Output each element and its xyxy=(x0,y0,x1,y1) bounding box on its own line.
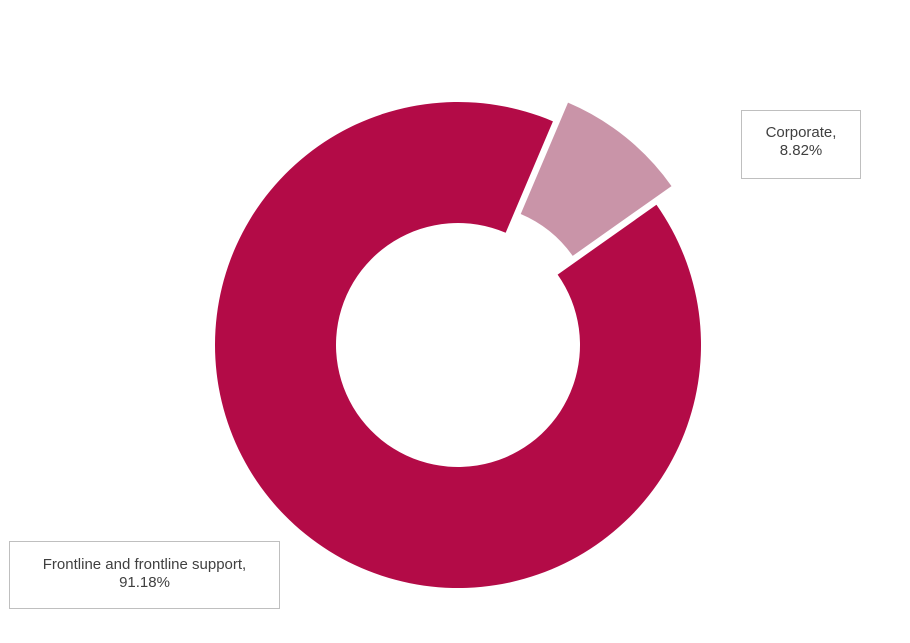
data-label-corporate-name: Corporate, xyxy=(765,124,837,141)
data-label-frontline-value: 91.18% xyxy=(119,574,170,591)
data-label-corporate-value: 8.82% xyxy=(779,142,823,159)
slice-corporate xyxy=(520,102,672,256)
data-label-frontline-name: Frontline and frontline support, xyxy=(42,556,247,573)
slice-frontline-and-frontline-support xyxy=(215,102,701,589)
data-label-frontline: Frontline and frontline support, 91.18% xyxy=(9,541,280,609)
data-label-corporate: Corporate, 8.82% xyxy=(741,110,861,179)
